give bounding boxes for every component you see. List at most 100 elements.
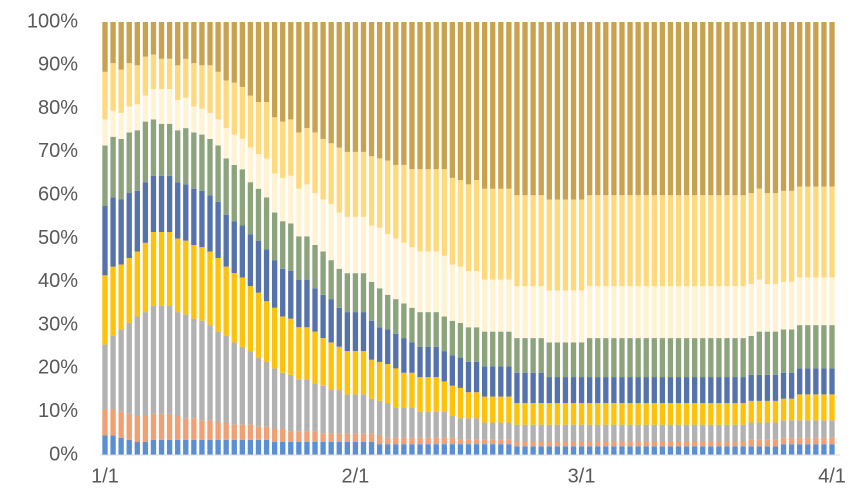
- bar-segment: [255, 357, 262, 427]
- bar-segment: [748, 400, 754, 423]
- bar-segment: [829, 420, 835, 438]
- bar-segment: [199, 247, 205, 321]
- bar-segment: [304, 236, 310, 280]
- x-tick-label: 4/1: [818, 465, 846, 487]
- bar-segment: [280, 177, 286, 222]
- bar-segment: [150, 22, 157, 55]
- bar-segment: [514, 195, 520, 287]
- bar-segment: [675, 403, 682, 425]
- bar-segment: [772, 374, 779, 401]
- bar-segment: [158, 413, 165, 440]
- bar-segment: [635, 338, 641, 378]
- bar-segment: [546, 424, 552, 443]
- bar-segment: [490, 396, 496, 423]
- bar-segment: [562, 424, 569, 443]
- bar-segment: [247, 286, 254, 352]
- bar-segment: [425, 411, 431, 438]
- bar-segment: [288, 223, 294, 271]
- bar-segment: [683, 377, 690, 404]
- bar-segment: [457, 266, 464, 323]
- bar-segment: [110, 266, 116, 336]
- bar-segment: [360, 22, 367, 152]
- bar-segment: [522, 338, 528, 373]
- bar-segment: [805, 277, 811, 326]
- bar-segment: [457, 439, 464, 445]
- bar-segment: [110, 409, 116, 436]
- bar-segment: [570, 199, 577, 291]
- bar-segment: [780, 190, 787, 282]
- bar-segment: [732, 403, 738, 425]
- bar-segment: [764, 400, 771, 423]
- bar-segment: [756, 400, 762, 423]
- bar-segment: [756, 439, 762, 447]
- bar-segment: [813, 325, 819, 369]
- bar-segment: [425, 312, 431, 347]
- bar-segment: [700, 403, 706, 425]
- bar-segment: [724, 403, 730, 425]
- bar-segment: [409, 247, 415, 308]
- bar-segment: [199, 108, 205, 135]
- bar-segment: [481, 279, 488, 332]
- bar-segment: [797, 22, 803, 187]
- bar-segment: [603, 424, 609, 443]
- bar-segment: [797, 420, 803, 438]
- bar-segment: [393, 407, 399, 438]
- bar-segment: [215, 422, 221, 440]
- bar-segment: [401, 372, 407, 408]
- bar-segment: [587, 442, 593, 447]
- bar-segment: [247, 424, 254, 440]
- bar-segment: [401, 338, 407, 373]
- bar-segment: [393, 299, 399, 334]
- bar-segment: [611, 446, 617, 455]
- bar-segment: [409, 407, 415, 438]
- bar-segment: [296, 188, 302, 237]
- bar-segment: [780, 281, 787, 330]
- bar-segment: [393, 238, 399, 300]
- bar-segment: [271, 442, 278, 455]
- bar-segment: [102, 119, 108, 146]
- bar-segment: [780, 372, 787, 399]
- bar-segment: [417, 444, 423, 455]
- bar-segment: [732, 286, 738, 339]
- bar-segment: [788, 420, 795, 438]
- bar-segment: [223, 22, 229, 81]
- bar-segment: [788, 372, 795, 399]
- bar-segment: [813, 444, 819, 455]
- bar-segment: [700, 22, 706, 196]
- bar-segment: [562, 342, 569, 378]
- bar-segment: [465, 444, 472, 455]
- bar-segment: [748, 422, 754, 440]
- bar-segment: [449, 22, 456, 178]
- bar-segment: [336, 307, 342, 347]
- bar-segment: [538, 338, 544, 373]
- bar-segment: [368, 156, 375, 226]
- bar-segment: [158, 232, 165, 306]
- bar-segment: [247, 95, 254, 148]
- bar-segment: [328, 260, 334, 300]
- bar-segment: [546, 446, 552, 455]
- bar-segment: [360, 151, 367, 217]
- bar-segment: [587, 286, 593, 339]
- bar-segment: [683, 403, 690, 425]
- bar-segment: [829, 394, 835, 421]
- bar-segment: [797, 325, 803, 369]
- bar-segment: [611, 424, 617, 443]
- bar-segment: [166, 22, 173, 59]
- bar-segment: [667, 446, 674, 455]
- bar-segment: [344, 273, 350, 313]
- bar-segment: [514, 22, 520, 196]
- bar-segment: [175, 312, 181, 417]
- bar-segment: [449, 444, 456, 455]
- bar-segment: [514, 286, 520, 339]
- bar-segment: [352, 433, 359, 443]
- bar-segment: [215, 257, 221, 332]
- bar-segment: [271, 307, 278, 369]
- bar-segment: [490, 422, 496, 440]
- bar-segment: [764, 331, 771, 375]
- bar-segment: [554, 403, 561, 425]
- bar-segment: [344, 216, 350, 274]
- bar-segment: [651, 424, 657, 443]
- bar-segment: [385, 364, 391, 404]
- bar-segment: [659, 442, 666, 447]
- bar-segment: [659, 424, 666, 443]
